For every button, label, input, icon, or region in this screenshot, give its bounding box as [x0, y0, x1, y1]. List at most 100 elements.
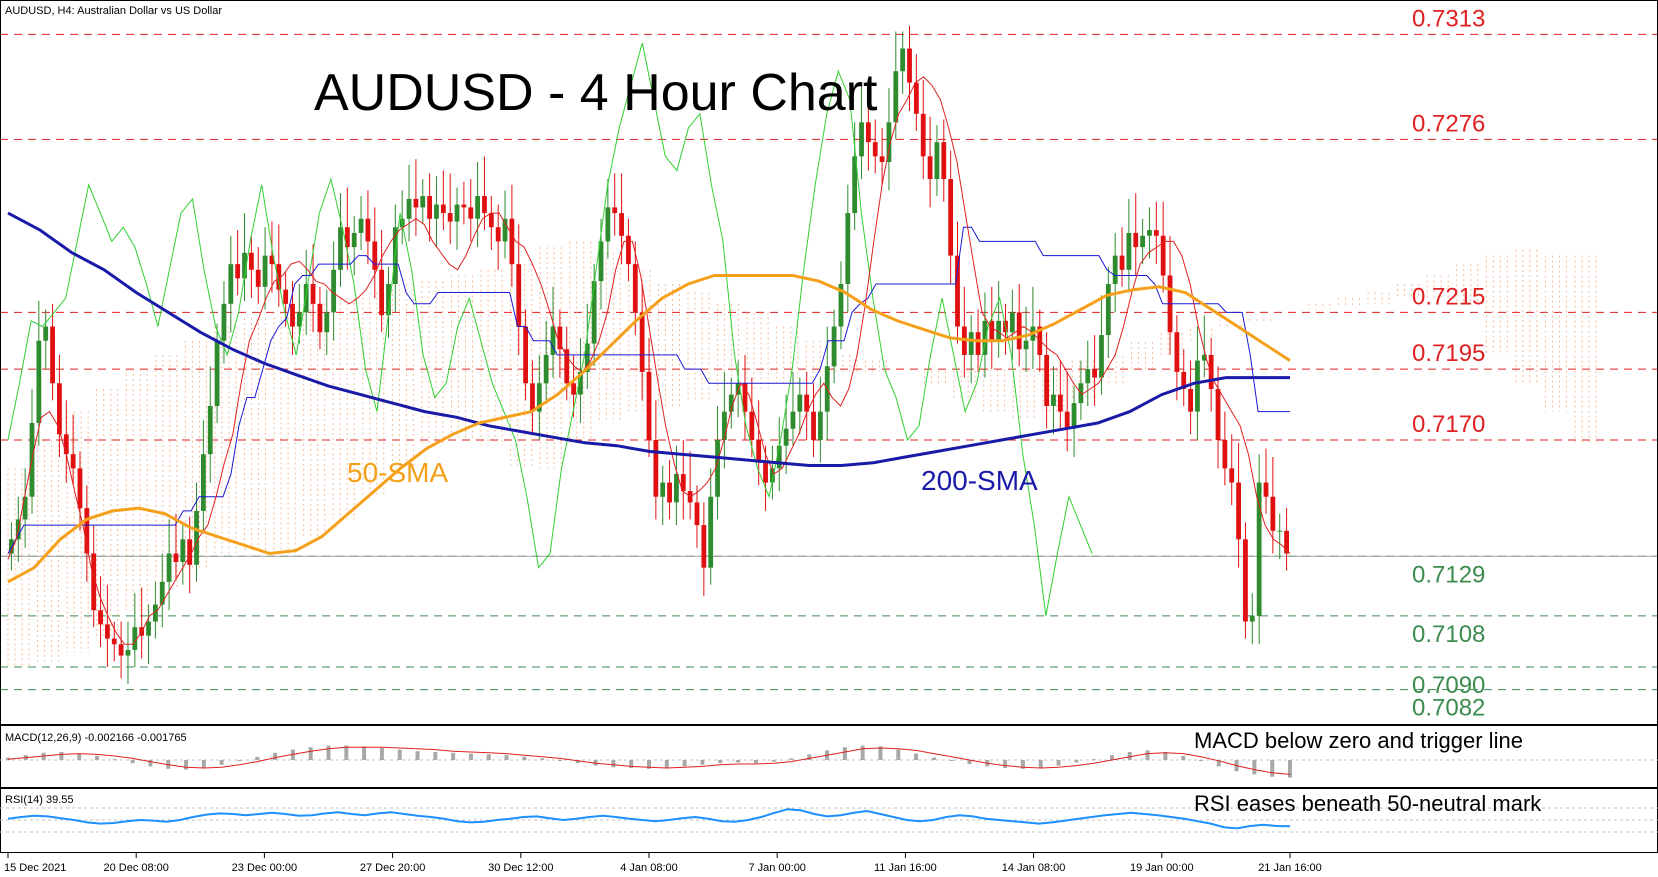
candle-body	[872, 142, 878, 157]
candle-body	[1236, 482, 1241, 540]
macd-bar	[468, 753, 473, 760]
candle-body	[118, 644, 124, 656]
macd-bar	[700, 760, 705, 765]
macd-bar	[344, 745, 349, 760]
candle-body	[1229, 468, 1235, 483]
candle-body	[152, 604, 158, 622]
candle-body	[543, 354, 549, 384]
candle-body	[1277, 530, 1283, 532]
candle-body	[886, 122, 892, 163]
macd-bar	[1038, 760, 1043, 768]
macd-bar	[629, 760, 634, 768]
candle-body	[982, 320, 988, 355]
candle-body	[893, 71, 899, 123]
symbol-label: AUDUSD, H4: Australian Dollar vs US Doll…	[5, 5, 222, 17]
candle-body	[1195, 360, 1200, 412]
candle-body	[913, 82, 919, 114]
candle-body	[1016, 312, 1022, 350]
rsi-label: RSI(14) 39.55	[5, 794, 73, 806]
candle-body	[907, 48, 912, 83]
macd-bar	[415, 751, 420, 760]
macd-bar	[237, 760, 242, 761]
macd-bar	[433, 752, 438, 760]
candle-body	[1174, 332, 1180, 372]
candle-body	[235, 264, 241, 279]
resistance-label: 0.7276	[1412, 110, 1485, 137]
candle-body	[831, 326, 837, 367]
candle-body	[557, 326, 563, 350]
candle-body	[728, 394, 734, 412]
candle-body	[194, 510, 199, 565]
macd-bar	[1252, 760, 1257, 775]
candle-body	[1215, 388, 1221, 441]
candle-body	[440, 204, 446, 214]
candle-body	[1243, 539, 1248, 622]
macd-bar	[59, 752, 64, 760]
macd-bar	[255, 756, 260, 760]
candle-body	[434, 204, 439, 219]
candle-body	[406, 198, 412, 219]
candle-body	[372, 241, 378, 270]
macd-bar	[842, 747, 847, 760]
macd-bar	[201, 760, 206, 768]
candle-body	[811, 411, 816, 441]
candle-body	[619, 213, 624, 236]
candle-body	[749, 411, 755, 441]
candle-body	[845, 213, 851, 284]
candle-body	[804, 394, 810, 412]
candle-body	[1057, 394, 1063, 412]
candle-body	[989, 320, 995, 341]
candle-body	[379, 269, 385, 316]
macd-bar	[1181, 756, 1186, 760]
sma200-line	[7, 211, 1290, 467]
candle-body	[310, 283, 316, 304]
candle-body	[290, 303, 295, 327]
candle-body	[742, 383, 748, 412]
candle-body	[36, 340, 42, 423]
rsi-line	[0, 807, 1658, 833]
candle-body	[680, 474, 686, 492]
macd-bar	[1092, 759, 1097, 761]
candle-body	[1099, 335, 1104, 378]
macd-bar	[575, 760, 580, 764]
macd-bar	[682, 760, 687, 767]
candle-body	[255, 269, 261, 287]
macd-bar	[184, 760, 189, 770]
candle-body	[488, 213, 494, 228]
support-label: 0.7129	[1412, 561, 1485, 588]
macd-bar	[557, 760, 562, 761]
candle-body	[111, 638, 117, 645]
candle-body	[776, 445, 782, 469]
macd-bar	[130, 760, 135, 764]
macd-bar	[1056, 760, 1061, 766]
macd-bar	[486, 754, 491, 760]
candle-body	[1201, 354, 1207, 361]
candle-body	[1044, 354, 1050, 406]
candle-body	[70, 454, 76, 469]
macd-bar	[1145, 750, 1150, 760]
macd-bar	[451, 752, 456, 760]
candle-body	[598, 241, 604, 282]
candle-body	[674, 474, 679, 503]
candle-body	[1263, 482, 1269, 497]
candle-body	[358, 218, 364, 233]
candle-body	[578, 371, 583, 395]
candle-body	[365, 218, 371, 242]
rsi-annotation: RSI eases beneath 50-neutral mark	[1194, 791, 1542, 816]
candle-body	[105, 624, 110, 639]
candle-body	[996, 320, 1002, 341]
tenkan-line	[7, 76, 1291, 645]
candle-body	[502, 218, 508, 242]
candle-body	[248, 252, 254, 270]
macd-bar	[95, 756, 100, 760]
macd-bar	[540, 758, 545, 760]
macd-bar	[860, 745, 865, 760]
candle-body	[276, 264, 282, 290]
x-axis: 15 Dec 2021 20 Dec 08:00 23 Dec 00:00 27 De…	[4, 853, 1322, 874]
candle-body	[386, 283, 391, 316]
macd-bar	[1003, 760, 1008, 768]
macd-bar	[362, 746, 367, 760]
candle-body	[9, 539, 14, 554]
candle-body	[351, 232, 357, 248]
